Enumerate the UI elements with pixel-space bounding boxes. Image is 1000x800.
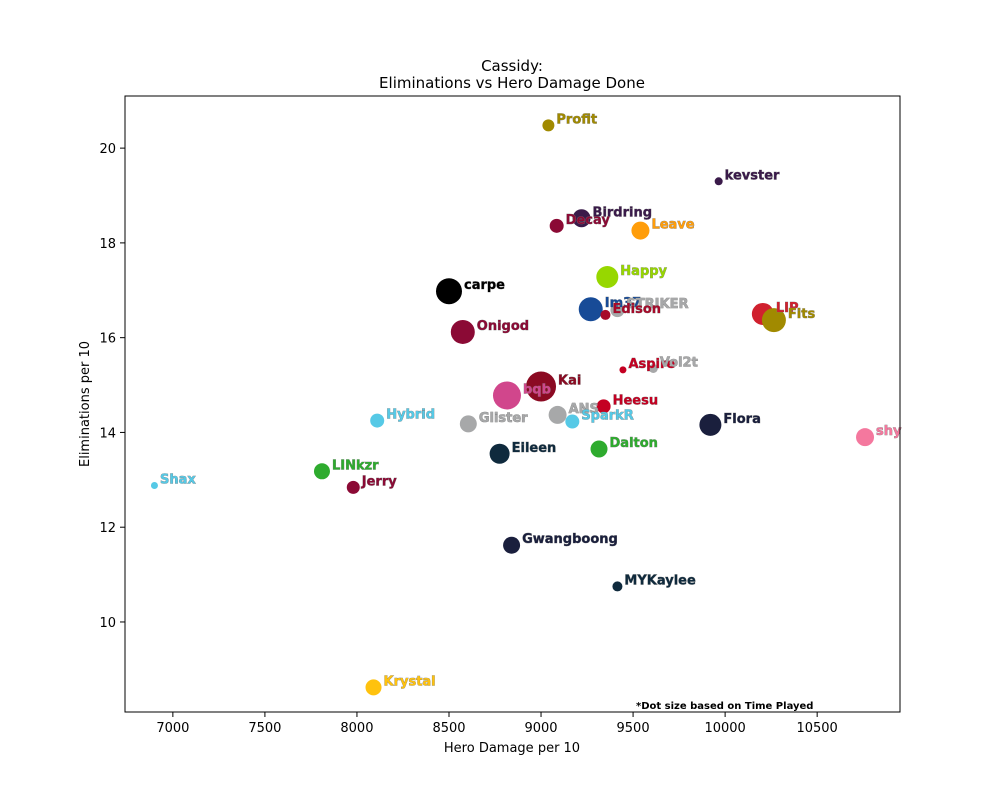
point-label: LIP [776,301,799,316]
point-label: Im37 [605,296,641,311]
data-point [548,405,567,424]
y-axis-title: Eliminations per 10 [78,341,93,467]
point-label: Heesu [613,393,659,408]
data-point [565,414,580,429]
point-label: Happy [620,264,667,279]
point-label: bqb [523,382,551,397]
data-point [699,413,722,436]
point-label: LINkzr [332,458,379,473]
data-point [600,309,611,320]
data-point [549,218,564,233]
y-tick-label: 10 [99,616,116,631]
y-axis-ticks: 10 12 14 16 18 20 [99,142,125,631]
data-point [365,679,382,696]
data-point [761,308,786,333]
point-label: Vol2t [660,355,698,370]
data-point [619,366,627,374]
point-label: Decay [566,213,611,228]
point-label: SparkR [581,409,634,424]
point-label: Dalton [610,436,658,451]
point-label: Gwangboong [522,532,618,547]
y-tick-label: 14 [99,426,116,441]
chart-title: Cassidy: [481,57,543,75]
x-tick-label: 7000 [156,721,189,736]
data-point [313,463,330,480]
data-point [150,482,158,490]
point-label: ANS [569,402,599,417]
data-point [578,297,603,322]
point-label: Eileen [512,441,557,456]
data-point [572,209,591,228]
x-tick-label: 8500 [432,721,465,736]
point-label: Hybrid [386,408,435,423]
x-tick-label: 10500 [796,721,837,736]
point-label: kevster [725,168,780,183]
x-tick-label: 10000 [704,721,745,736]
data-marks [150,119,875,696]
dot-size-note: *Dot size based on Time Played [636,701,813,712]
data-point [459,415,477,433]
point-label: shy [876,424,902,439]
point-label: Onigod [477,319,529,334]
data-point [631,221,650,240]
data-point [590,440,608,458]
point-label: MYKaylee [624,573,696,588]
point-label: Aspire [628,357,675,372]
point-label: Fits [788,307,816,322]
point-label: Kai [558,373,581,388]
y-tick-label: 12 [99,521,116,536]
data-point [526,371,557,402]
y-tick-label: 18 [99,237,116,252]
data-point [450,319,475,344]
plot-frame [124,95,901,713]
x-tick-label: 8000 [340,721,373,736]
point-label: Krystal [384,674,436,689]
point-label: Profit [556,112,597,127]
y-tick-label: 16 [99,332,116,347]
data-point [489,443,510,464]
point-label: Jerry [361,474,397,489]
point-label: Leave [651,218,694,233]
data-point [542,119,555,132]
data-point [612,581,623,592]
x-tick-label: 9500 [617,721,650,736]
data-point [610,303,625,318]
data-point [856,428,875,447]
data-point [346,480,360,494]
point-label: Birdring [593,205,653,220]
y-tick-label: 20 [99,142,116,157]
point-label: carpe [464,278,505,293]
point-label: Edison [612,302,661,317]
data-point [492,381,521,410]
point-label: STRIKER [626,297,688,312]
data-point [435,278,462,305]
x-axis-title: Hero Damage per 10 [444,741,580,756]
data-point [596,399,611,414]
x-tick-label: 9000 [524,721,557,736]
data-point [370,413,385,428]
point-label: Shax [160,473,196,488]
data-point [503,536,521,554]
x-axis-ticks: 7000 7500 8000 8500 9000 9500 10000 10500 [156,712,838,736]
x-tick-label: 7500 [248,721,281,736]
data-point [714,177,723,186]
data-point [648,363,658,373]
point-label: Flora [723,412,760,427]
data-point [596,266,619,289]
point-label: Glister [479,411,528,426]
chart-subtitle: Eliminations vs Hero Damage Done [379,74,645,92]
